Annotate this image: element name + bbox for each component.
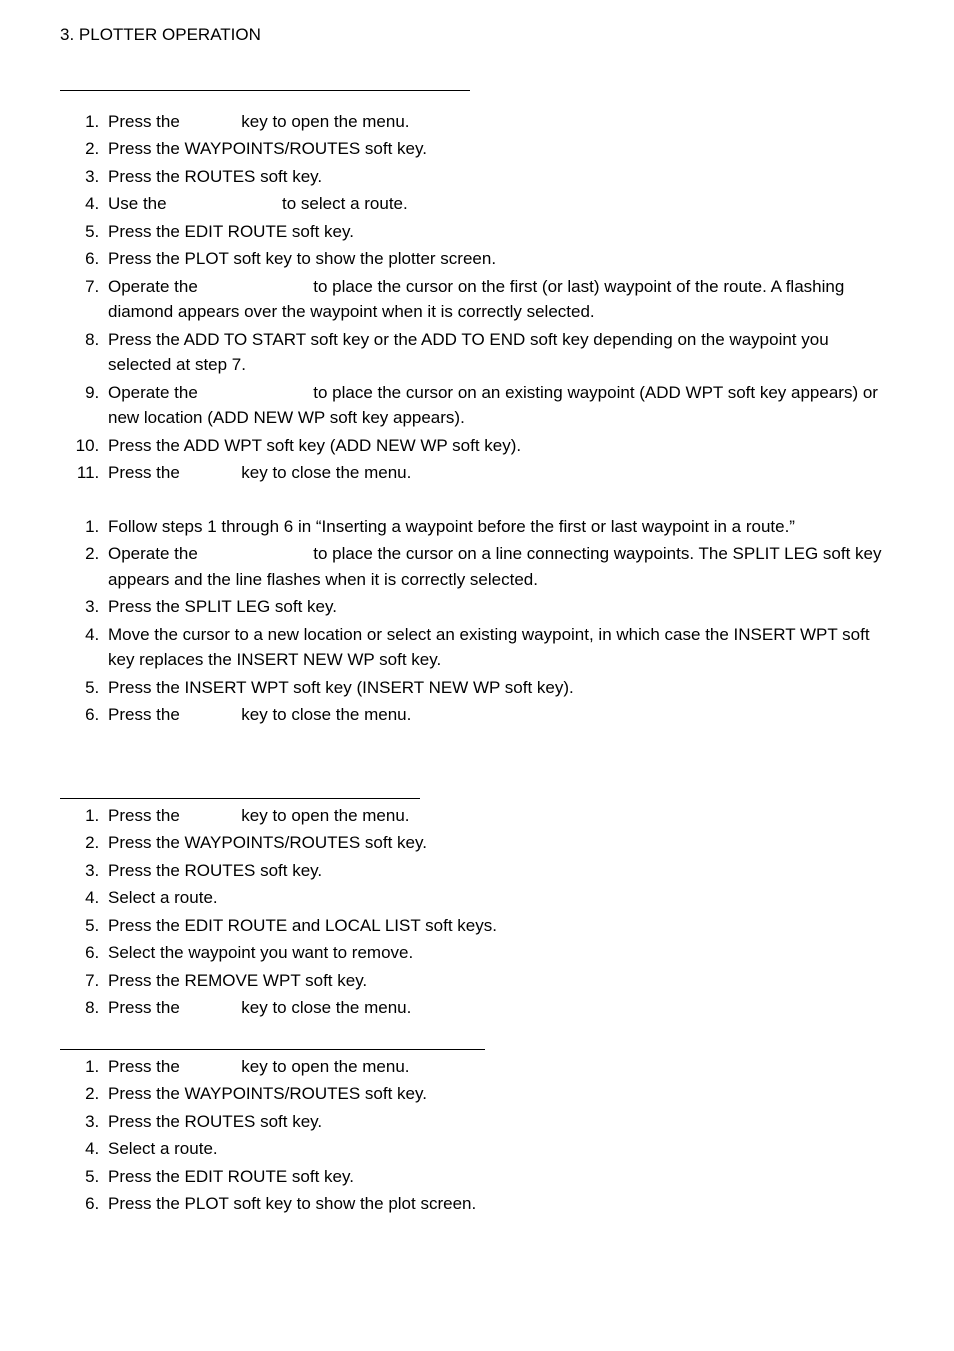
list-item: Press the PLOT soft key to show the plot… (104, 1191, 894, 1217)
list-item: Operate the to place the cursor on a lin… (104, 541, 894, 592)
list-item: Press the EDIT ROUTE and LOCAL LIST soft… (104, 913, 894, 939)
list-item: Press the key to close the menu. (104, 702, 894, 728)
section-divider-2 (60, 798, 420, 799)
list-item: Press the EDIT ROUTE soft key. (104, 219, 894, 245)
list-item: Press the WAYPOINTS/ROUTES soft key. (104, 830, 894, 856)
list-item: Press the key to open the menu. (104, 803, 894, 829)
section-divider-1 (60, 90, 470, 91)
list-item: Use the to select a route. (104, 191, 894, 217)
page-header: 3. PLOTTER OPERATION (60, 22, 894, 48)
list-item: Press the key to close the menu. (104, 460, 894, 486)
list-item: Follow steps 1 through 6 in “Inserting a… (104, 514, 894, 540)
list-item: Press the key to close the menu. (104, 995, 894, 1021)
list-item: Press the key to open the menu. (104, 109, 894, 135)
list-item: Press the REMOVE WPT soft key. (104, 968, 894, 994)
list-item: Press the ROUTES soft key. (104, 1109, 894, 1135)
list-item: Press the EDIT ROUTE soft key. (104, 1164, 894, 1190)
list-item: Press the WAYPOINTS/ROUTES soft key. (104, 1081, 894, 1107)
list-item: Select the waypoint you want to remove. (104, 940, 894, 966)
section-divider-3 (60, 1049, 485, 1050)
list-item: Press the key to open the menu. (104, 1054, 894, 1080)
section-2-list: Follow steps 1 through 6 in “Inserting a… (60, 514, 894, 728)
list-item: Press the ADD WPT soft key (ADD NEW WP s… (104, 433, 894, 459)
list-item: Press the WAYPOINTS/ROUTES soft key. (104, 136, 894, 162)
list-item: Press the INSERT WPT soft key (INSERT NE… (104, 675, 894, 701)
section-3-list: Press the key to open the menu.Press the… (60, 803, 894, 1021)
list-item: Operate the to place the cursor on the f… (104, 274, 894, 325)
list-item: Press the ROUTES soft key. (104, 858, 894, 884)
list-item: Move the cursor to a new location or sel… (104, 622, 894, 673)
list-item: Select a route. (104, 1136, 894, 1162)
list-item: Operate the to place the cursor on an ex… (104, 380, 894, 431)
list-item: Press the SPLIT LEG soft key. (104, 594, 894, 620)
section-4-list: Press the key to open the menu.Press the… (60, 1054, 894, 1217)
section-1-list: Press the key to open the menu.Press the… (60, 109, 894, 486)
list-item: Press the PLOT soft key to show the plot… (104, 246, 894, 272)
list-item: Select a route. (104, 885, 894, 911)
list-item: Press the ADD TO START soft key or the A… (104, 327, 894, 378)
list-item: Press the ROUTES soft key. (104, 164, 894, 190)
